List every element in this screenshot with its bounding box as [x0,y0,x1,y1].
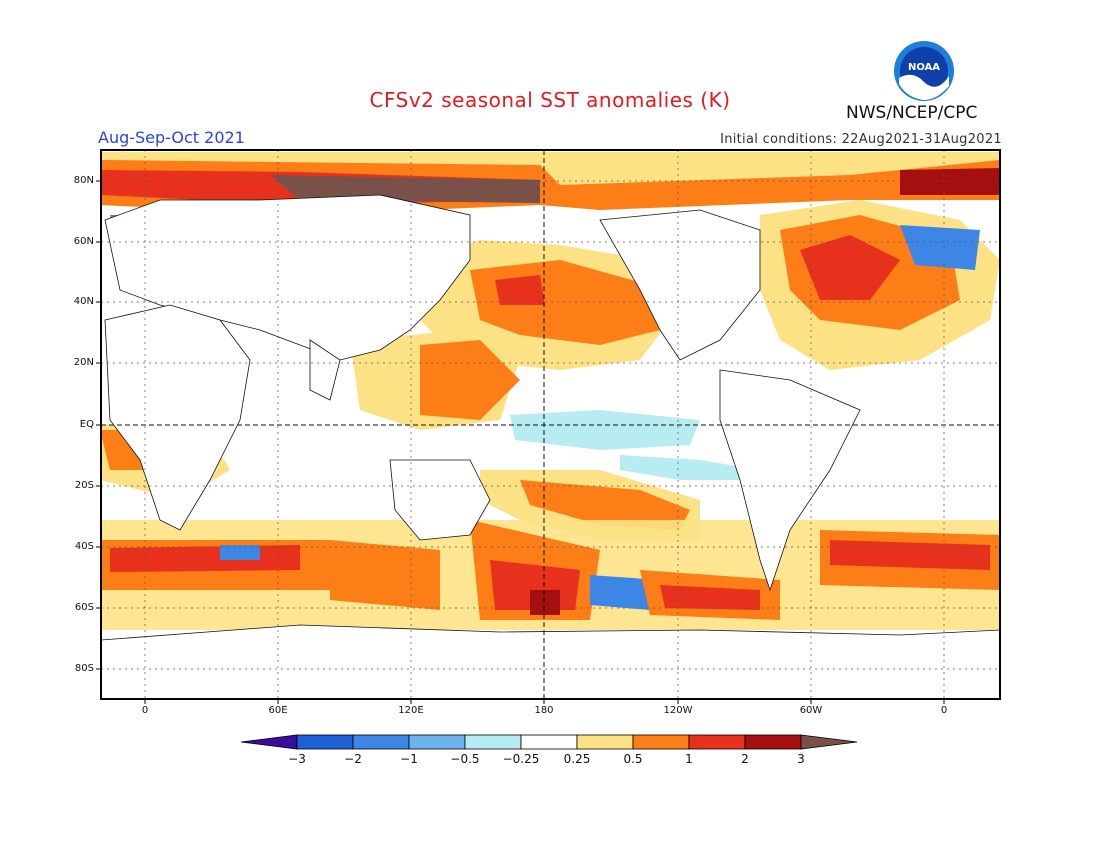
colorbar-label-3: 3 [797,752,805,766]
south-indian-blue [220,545,260,560]
north-atlantic-red [800,235,900,300]
colorbar-arrow-low [240,734,298,750]
amundsen-red [660,585,760,610]
south-of-australia-orange [330,540,440,610]
lon-label-120w: 120W [663,705,693,716]
colorbar-bin-2 [352,734,410,750]
axis-ticks [96,180,945,704]
lat-label-60n: 60N [73,236,94,247]
colorbar-bin-1 [296,734,354,750]
arctic-brown-patch [270,175,540,203]
map-title: CFSv2 seasonal SST anomalies (K) [369,88,731,112]
lat-label-40s: 40S [74,541,94,552]
colorbar-bin-6 [576,734,634,750]
lat-label-80n: 80N [73,175,94,186]
colorbar-bin-4 [464,734,522,750]
western-pacific-orange [420,340,520,420]
lon-label-0-west: 0 [141,705,149,716]
colorbar-label-neg0-25: −0.25 [502,752,540,766]
north-america [599,209,761,361]
lat-label-60s: 60S [74,602,94,613]
colorbar-label-0-25: 0.25 [563,752,591,766]
lat-label-40n: 40N [73,296,94,307]
africa [104,304,251,531]
antarctica [101,624,1000,699]
nordic-seas-blue [900,225,980,270]
colorbar-label-2: 2 [741,752,749,766]
lat-label-eq: EQ [79,419,94,430]
north-pacific-red [495,275,545,305]
colorbar-bin-8 [688,734,746,750]
colorbar-bin-9 [744,734,802,750]
australia [389,459,491,541]
south-pacific-orange [520,480,690,530]
initial-conditions: Initial conditions: 22Aug2021-31Aug2021 [720,132,1002,147]
colorbar-label-0-5: 0.5 [623,752,643,766]
ross-sea-blue [590,575,660,610]
colorbar-label-neg1: −1 [400,752,418,766]
lat-label-80s: 80S [74,663,94,674]
lat-label-20n: 20N [73,357,94,368]
forecast-period: Aug-Sep-Oct 2021 [98,128,245,147]
colorbar [240,734,858,750]
agency-label: NWS/NCEP/CPC [846,103,978,123]
lon-label-0-east: 0 [940,705,948,716]
colorbar-label-neg2: −2 [344,752,362,766]
colorbar-arrow-high [800,734,858,750]
colorbar-bin-5 [520,734,578,750]
colorbar-bin-7 [632,734,690,750]
lon-label-180: 180 [534,705,554,716]
lon-label-60w: 60W [799,705,823,716]
south-atlantic-red [830,540,990,570]
lat-label-20s: 20S [74,480,94,491]
colorbar-bin-3 [408,734,466,750]
noaa-logo: NOAA [894,41,954,101]
tasman-darkred [530,590,560,615]
logo-text: NOAA [908,62,940,73]
arctic-darkred-patch [900,168,1000,195]
east-pacific-cool [620,455,760,480]
south-indian-red [110,545,300,572]
lon-label-120e: 120E [398,705,424,716]
colorbar-label-neg3: −3 [288,752,306,766]
lon-label-60e: 60E [268,705,288,716]
graticule [101,150,1000,699]
india [309,339,341,401]
equatorial-cold-tongue [510,410,700,450]
colorbar-label-neg0-5: −0.5 [450,752,480,766]
colorbar-label-1: 1 [685,752,693,766]
